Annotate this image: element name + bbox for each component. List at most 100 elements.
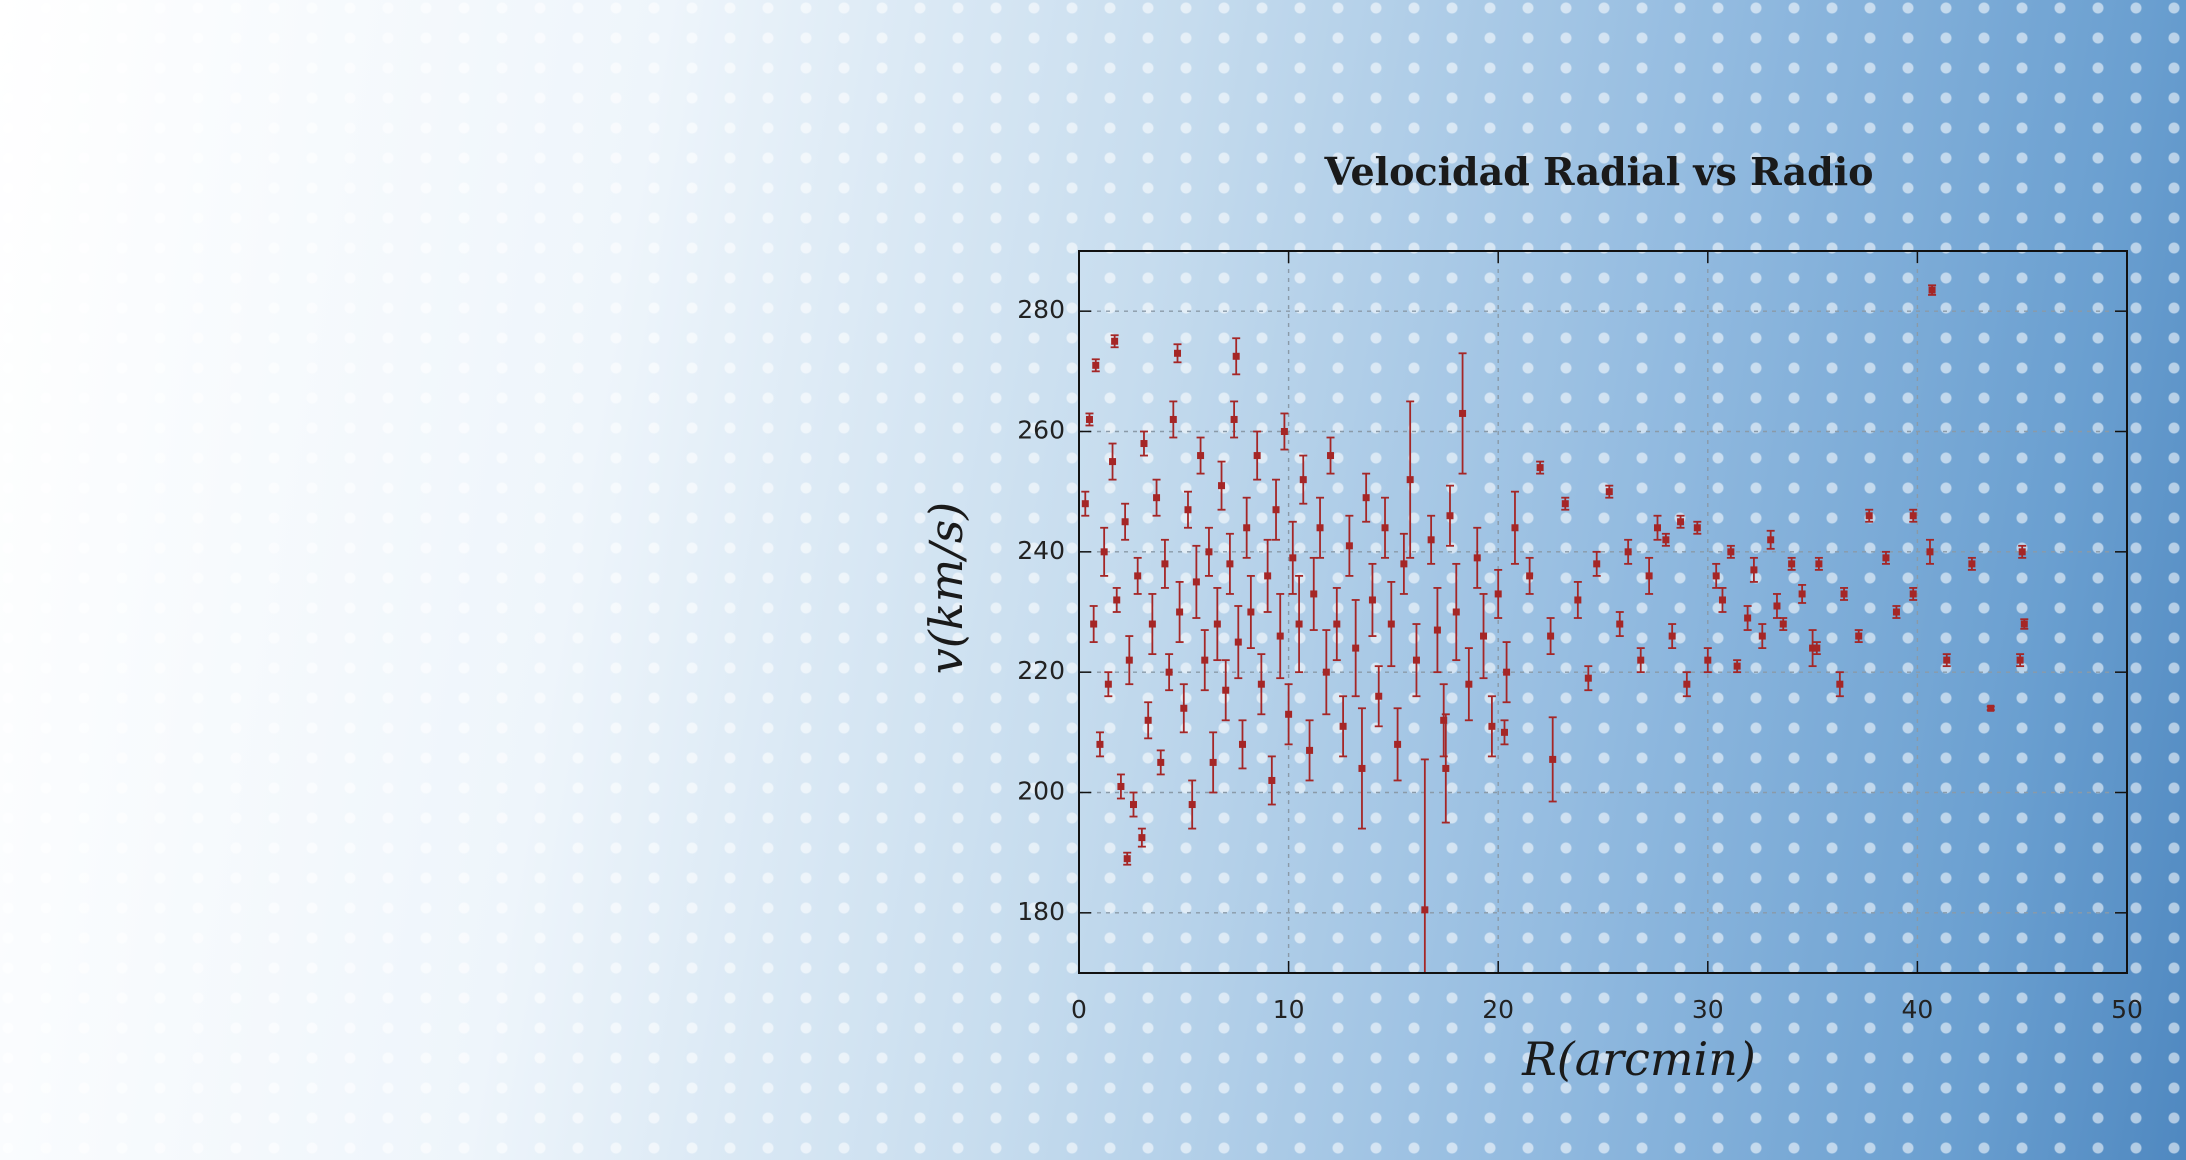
point	[1421, 906, 1429, 914]
point	[1381, 524, 1389, 532]
point	[1113, 596, 1121, 604]
point	[1750, 566, 1758, 574]
point	[1322, 668, 1330, 676]
point	[1452, 608, 1460, 616]
point	[1488, 722, 1496, 730]
point	[1809, 644, 1817, 652]
point	[1153, 494, 1161, 502]
point	[1480, 632, 1488, 640]
point	[1362, 494, 1370, 502]
point	[1247, 608, 1255, 616]
point	[1306, 746, 1314, 754]
point	[1815, 560, 1823, 568]
point	[1637, 656, 1645, 664]
point	[1243, 524, 1251, 532]
y-tick-label: 240	[1017, 536, 1065, 565]
point	[1264, 572, 1272, 580]
point	[1205, 548, 1213, 556]
point	[1339, 722, 1347, 730]
point	[1909, 512, 1917, 520]
point	[1788, 560, 1796, 568]
x-axis-label: R(arcmin)	[1521, 1032, 1756, 1086]
point	[1855, 632, 1863, 640]
point	[1526, 572, 1534, 580]
plot-frame	[1078, 250, 2128, 974]
point	[1289, 554, 1297, 562]
x-tick-label: 50	[2111, 995, 2143, 1024]
point	[1096, 740, 1104, 748]
point	[1677, 518, 1685, 526]
point	[1704, 656, 1712, 664]
point	[1394, 740, 1402, 748]
y-tick-label: 180	[1017, 897, 1065, 926]
point	[1125, 656, 1133, 664]
point	[1085, 415, 1093, 423]
point	[1161, 560, 1169, 568]
point	[1561, 500, 1569, 508]
point	[1148, 620, 1156, 628]
point	[1465, 680, 1473, 688]
point	[1433, 626, 1441, 634]
point	[1459, 409, 1467, 417]
point	[1197, 452, 1205, 460]
point	[1547, 632, 1555, 640]
point	[1180, 704, 1188, 712]
point	[1375, 692, 1383, 700]
point	[1117, 782, 1125, 790]
point	[1234, 638, 1242, 646]
point	[1123, 855, 1131, 863]
data-layer	[1081, 284, 2029, 973]
point	[2020, 620, 2028, 628]
point	[1653, 524, 1661, 532]
point	[1232, 352, 1240, 360]
point	[1316, 524, 1324, 532]
y-tick-label: 280	[1017, 295, 1065, 324]
point	[1218, 482, 1226, 490]
chart-title: Velocidad Radial vs Radio	[1323, 149, 1873, 194]
point	[1494, 590, 1502, 598]
point	[1140, 440, 1148, 448]
point	[1184, 506, 1192, 514]
point	[1442, 764, 1450, 772]
point	[1503, 668, 1511, 676]
point	[1727, 548, 1735, 556]
point	[1192, 578, 1200, 586]
point	[1892, 608, 1900, 616]
point	[1310, 590, 1318, 598]
point	[1276, 632, 1284, 640]
point	[1909, 590, 1917, 598]
point	[1121, 518, 1129, 526]
point	[1511, 524, 1519, 532]
point	[1129, 801, 1137, 809]
point	[1272, 506, 1280, 514]
y-tick-label: 260	[1017, 416, 1065, 445]
point	[1406, 476, 1414, 484]
point	[1090, 620, 1098, 628]
point	[1767, 536, 1775, 544]
point	[1574, 596, 1582, 604]
point	[2018, 548, 2026, 556]
point	[1500, 728, 1508, 736]
point	[1549, 755, 1557, 763]
point	[1295, 620, 1303, 628]
x-tick-label: 40	[1901, 995, 1933, 1024]
point	[1616, 620, 1624, 628]
point	[1712, 572, 1720, 580]
point	[1268, 776, 1276, 784]
x-tick-label: 10	[1273, 995, 1305, 1024]
point	[1813, 644, 1821, 652]
point	[1213, 620, 1221, 628]
point	[1400, 560, 1408, 568]
point	[1758, 632, 1766, 640]
point	[1928, 286, 1936, 294]
point	[1201, 656, 1209, 664]
point	[1440, 716, 1448, 724]
point	[1593, 560, 1601, 568]
point	[1744, 614, 1752, 622]
point	[1109, 458, 1117, 466]
point	[1174, 349, 1182, 357]
point	[1427, 536, 1435, 544]
point	[1280, 428, 1288, 435]
